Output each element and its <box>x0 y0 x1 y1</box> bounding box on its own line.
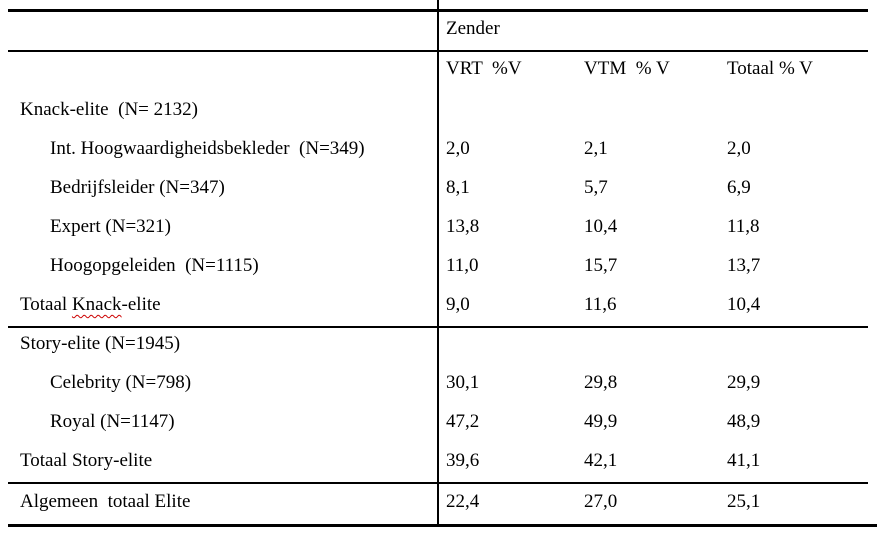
vrt-value: 30,1 <box>446 372 480 393</box>
vtm-value: 5,7 <box>584 177 608 198</box>
row-label: Int. Hoogwaardigheidsbekleder (N=349) <box>50 138 365 159</box>
row-label: Algemeen totaal Elite <box>20 491 191 512</box>
vtm-value: 11,6 <box>584 294 617 315</box>
vrt-value: 9,0 <box>446 294 470 315</box>
vtm-value: 2,1 <box>584 138 608 159</box>
vrt-value: 11,0 <box>446 255 479 276</box>
column-header-vrt: VRT %V <box>446 58 522 79</box>
totaal-value: 6,9 <box>727 177 751 198</box>
row-label: Totaal Knack-elite <box>20 294 161 316</box>
row-label: Expert (N=321) <box>50 216 171 237</box>
totaal-value: 25,1 <box>727 491 761 512</box>
table-bottom-border <box>8 524 877 527</box>
spellcheck-flagged-word: Knack <box>71 294 122 315</box>
totaal-value: 29,9 <box>727 372 761 393</box>
totaal-value: 10,4 <box>727 294 761 315</box>
totaal-value: 11,8 <box>727 216 760 237</box>
column-header-vtm: VTM % V <box>584 58 670 79</box>
vtm-value: 10,4 <box>584 216 618 237</box>
vtm-value: 29,8 <box>584 372 618 393</box>
vtm-value: 15,7 <box>584 255 618 276</box>
vrt-value: 39,6 <box>446 450 480 471</box>
vrt-value: 22,4 <box>446 491 480 512</box>
totaal-value: 2,0 <box>727 138 751 159</box>
header-group-zender: Zender <box>446 18 500 39</box>
row-label: Hoogopgeleiden (N=1115) <box>50 255 259 276</box>
row-label: Royal (N=1147) <box>50 411 175 432</box>
row-label: Celebrity (N=798) <box>50 372 192 393</box>
row-label: Totaal Story-elite <box>20 450 153 471</box>
label-prefix: Totaal <box>20 294 72 315</box>
vtm-value: 27,0 <box>584 491 618 512</box>
row-label: Story-elite (N=1945) <box>20 333 181 354</box>
vrt-value: 2,0 <box>446 138 470 159</box>
vrt-value: 8,1 <box>446 177 470 198</box>
row-label: Knack-elite (N= 2132) <box>20 99 198 120</box>
vtm-value: 49,9 <box>584 411 618 432</box>
column-header-totaal: Totaal % V <box>727 58 813 79</box>
vrt-value: 13,8 <box>446 216 480 237</box>
totaal-value: 13,7 <box>727 255 761 276</box>
row-label: Bedrijfsleider (N=347) <box>50 177 225 198</box>
totaal-value: 48,9 <box>727 411 761 432</box>
label-suffix: -elite <box>121 294 161 315</box>
column-divider-vertical <box>437 0 439 526</box>
totaal-value: 41,1 <box>727 450 761 471</box>
vrt-value: 47,2 <box>446 411 480 432</box>
vtm-value: 42,1 <box>584 450 618 471</box>
